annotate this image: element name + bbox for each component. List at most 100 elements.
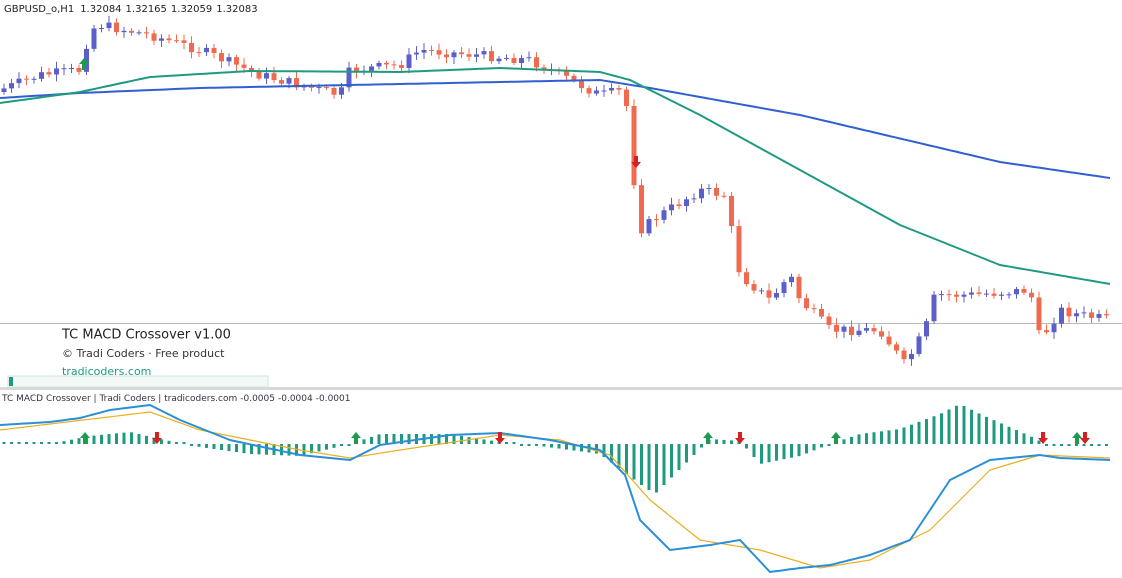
candle-body <box>279 80 284 84</box>
candle-body <box>1021 288 1027 293</box>
candle-body <box>594 90 599 94</box>
histogram-bar <box>287 444 291 456</box>
histogram-bar <box>310 444 313 454</box>
candle-body <box>676 204 682 207</box>
histogram-bar <box>197 444 201 447</box>
candle-body <box>1 88 7 92</box>
candle-body <box>1104 314 1109 316</box>
histogram-bar <box>1052 444 1056 446</box>
candle-body <box>616 87 622 90</box>
candle-body <box>849 326 854 335</box>
histogram-bar <box>212 444 216 449</box>
candle-body <box>1036 297 1042 331</box>
buy-arrow <box>831 432 841 444</box>
histogram-bar <box>857 434 861 444</box>
histogram-bar <box>220 444 223 451</box>
candle-body <box>646 219 652 234</box>
histogram-bar <box>400 434 403 444</box>
reading: -0.0001 <box>316 394 351 404</box>
candle-body <box>946 294 952 296</box>
candle-body <box>579 80 584 89</box>
overlay-link[interactable]: tradicoders.com <box>62 365 151 378</box>
histogram-bar <box>1090 444 1093 446</box>
histogram-bar <box>62 441 66 444</box>
candle-body <box>744 272 749 285</box>
reading: -0.0004 <box>278 394 313 404</box>
buy-arrow <box>703 432 713 444</box>
candle-body <box>684 199 689 207</box>
candle-body <box>129 30 134 33</box>
histogram-bar <box>767 444 771 463</box>
high: 1.32165 <box>126 4 167 15</box>
candle-body <box>1014 288 1019 295</box>
histogram-bar <box>745 444 748 449</box>
candle-body <box>99 28 104 30</box>
candle-body <box>511 57 517 63</box>
histogram-bar <box>602 444 606 457</box>
candle-body <box>1059 307 1064 324</box>
candle-body <box>601 90 607 92</box>
pane-separator <box>0 387 1122 390</box>
histogram-bar <box>850 436 853 444</box>
candle-body <box>871 328 877 332</box>
candle-body <box>1066 307 1072 317</box>
candle-body <box>796 276 802 299</box>
candle-body <box>669 204 674 211</box>
candle-body <box>354 67 359 72</box>
sell-arrow <box>1038 432 1048 444</box>
candle-body <box>609 87 614 91</box>
histogram-bar <box>130 432 133 444</box>
histogram-bar <box>1075 444 1078 446</box>
histogram-bar <box>1067 444 1071 446</box>
histogram-bar <box>407 434 411 444</box>
candle-body <box>841 326 847 332</box>
histogram-bar <box>437 434 441 444</box>
candle-body <box>219 52 224 62</box>
candle-body <box>586 88 592 94</box>
histogram-bar <box>880 431 883 444</box>
candle-body <box>429 49 434 51</box>
signal-line <box>0 411 1111 569</box>
histogram-bar <box>572 444 576 451</box>
candle-body <box>391 64 397 66</box>
histogram-bar <box>1037 440 1041 444</box>
histogram-bar <box>872 432 876 444</box>
histogram-bar <box>47 442 51 444</box>
buy-arrow <box>1072 432 1082 444</box>
histogram-bar <box>17 442 21 444</box>
candle-body <box>1096 314 1102 318</box>
candle-body <box>196 52 202 54</box>
candle-body <box>61 68 67 70</box>
histogram-bar <box>580 444 583 452</box>
indicator-label: TC MACD Crossover | Tradi Coders | tradi… <box>1 394 350 404</box>
histogram-bar <box>430 434 433 444</box>
candle-body <box>211 47 217 53</box>
histogram-bar <box>992 420 996 444</box>
candle-body <box>481 51 487 55</box>
overlay-credit: © Tradi Coders · Free product <box>62 347 225 360</box>
candle-body <box>204 47 209 53</box>
candle-body <box>766 290 772 298</box>
candle-body <box>324 87 329 89</box>
histogram-bar <box>362 439 366 444</box>
candle-body <box>496 58 502 62</box>
histogram-bar <box>137 434 141 444</box>
histogram-bar <box>1105 444 1108 446</box>
histogram-bar <box>760 444 763 464</box>
candle-body <box>39 72 44 79</box>
candle-body <box>661 210 667 220</box>
candle-body <box>91 28 97 49</box>
histogram-bar <box>655 444 658 493</box>
candle-body <box>1051 323 1057 333</box>
candle-body <box>24 78 29 80</box>
candle-body <box>631 105 637 186</box>
candle-body <box>106 22 112 29</box>
candle-body <box>414 52 419 55</box>
histogram-bar <box>242 444 246 454</box>
candle-body <box>916 336 922 354</box>
histogram-bar <box>917 421 921 444</box>
histogram-bar <box>752 444 756 458</box>
candle-body <box>969 292 974 295</box>
histogram-bar <box>152 437 156 444</box>
